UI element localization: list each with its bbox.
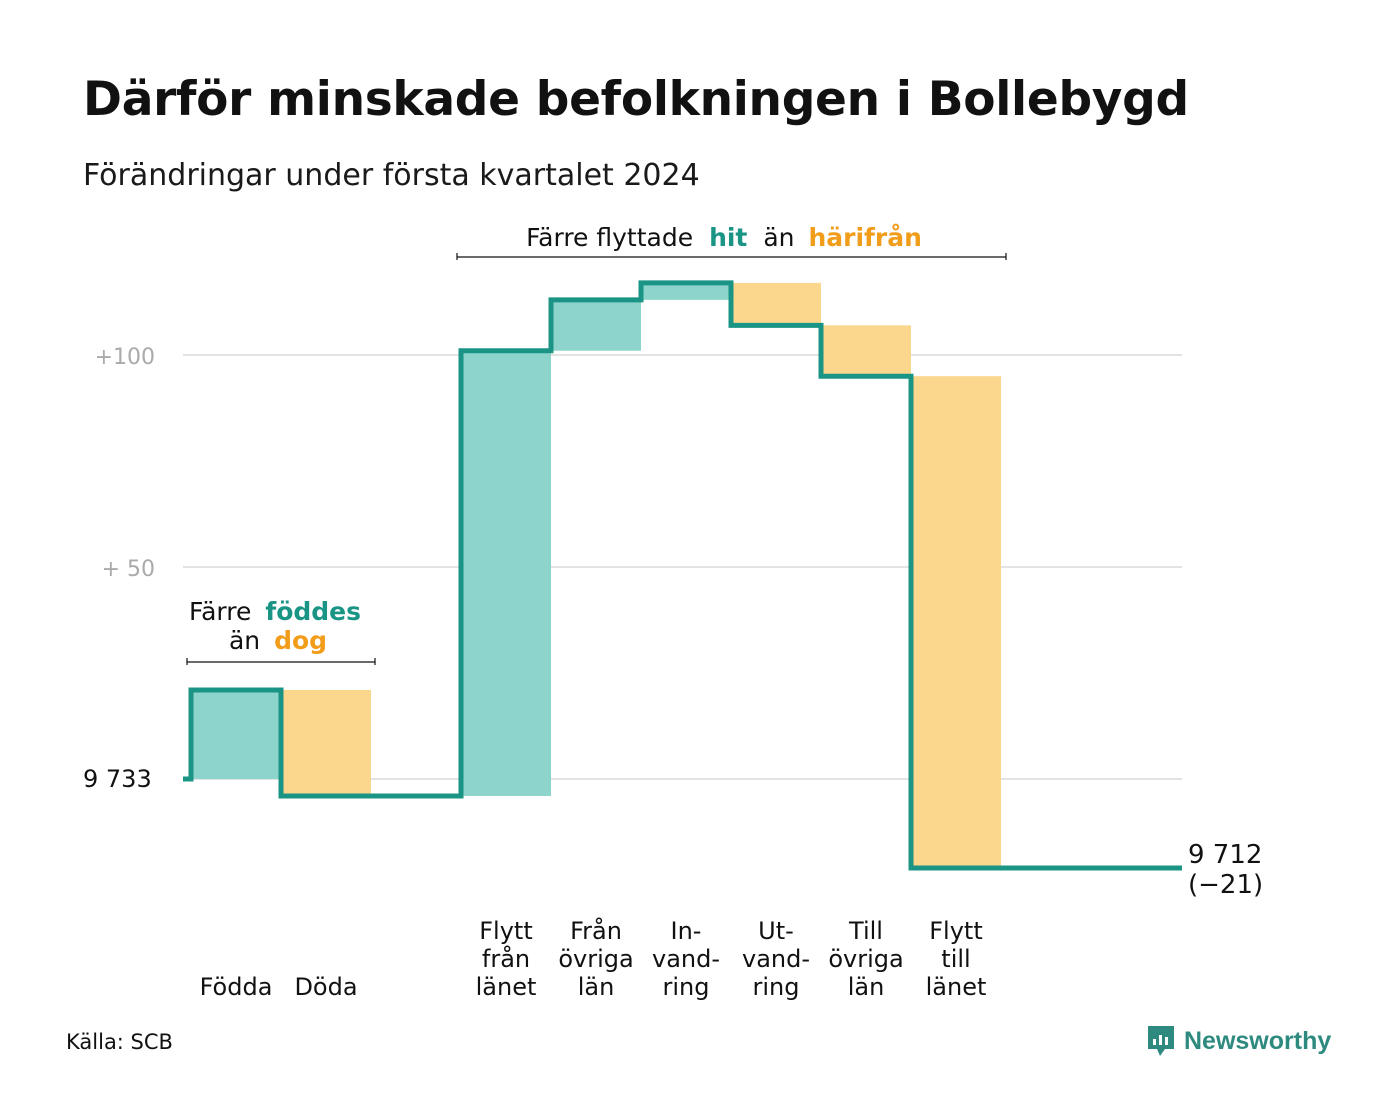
- category-label: Från: [570, 916, 622, 945]
- waterfall-bar: [461, 350, 551, 796]
- annotation-migration: Färre flyttade hit än härifrån: [456, 223, 1007, 260]
- category-label: övriga: [558, 945, 633, 973]
- category-label: län: [578, 973, 615, 1001]
- bracket-migration: [456, 253, 1007, 260]
- waterfall-bar: [191, 689, 281, 779]
- source-note: Källa: SCB: [66, 1030, 173, 1054]
- end-change-label: (−21): [1188, 870, 1263, 900]
- category-label: Döda: [294, 973, 357, 1001]
- annotation-births-deaths: Färre föddes än dog: [186, 597, 376, 665]
- category-label: vand-: [742, 945, 810, 973]
- waterfall-bar: [641, 282, 731, 300]
- category-label: Till: [848, 917, 883, 945]
- category-label: vand-: [652, 945, 720, 973]
- y-tick-label: +100: [95, 345, 155, 370]
- category-label: ring: [663, 973, 710, 1001]
- y-tick-label: + 50: [102, 557, 155, 582]
- category-label: Födda: [200, 973, 273, 1001]
- waterfall-bar: [821, 325, 911, 377]
- category-label: Flytt: [929, 917, 983, 945]
- category-label: ring: [753, 973, 800, 1001]
- start-value-label: 9 733: [83, 765, 152, 793]
- annotation-births-deaths-line1: Färre föddes: [189, 597, 361, 626]
- category-label: länet: [476, 973, 537, 1001]
- category-label: länet: [926, 973, 987, 1001]
- chart-title: Därför minskade befolkningen i Bollebygd: [83, 72, 1189, 127]
- waterfall-bar: [731, 282, 821, 326]
- category-label: övriga: [828, 945, 903, 973]
- bar-layer: [191, 282, 1001, 869]
- category-label: län: [848, 973, 885, 1001]
- waterfall-bar: [551, 299, 641, 351]
- category-label: In-: [671, 917, 702, 945]
- population-step-line: [183, 280, 1182, 871]
- waterfall-bar: [911, 376, 1001, 869]
- line-layer: [183, 280, 1182, 871]
- chart-subtitle: Förändringar under första kvartalet 2024: [83, 158, 700, 193]
- category-label: Ut-: [758, 917, 794, 945]
- brand-name: Newsworthy: [1184, 1026, 1332, 1055]
- bracket-births-deaths: [186, 658, 376, 665]
- end-value-label: 9 712: [1188, 840, 1262, 870]
- newsworthy-logo-icon: [1148, 1026, 1174, 1056]
- annotation-births-deaths-line2: än dog: [229, 626, 327, 655]
- brand: Newsworthy: [1146, 1024, 1331, 1058]
- waterfall-bar: [281, 689, 371, 796]
- category-label: från: [482, 944, 530, 973]
- annotation-migration-text: Färre flyttade hit än härifrån: [526, 223, 922, 252]
- category-label: Flytt: [479, 917, 533, 945]
- category-label: till: [941, 945, 970, 973]
